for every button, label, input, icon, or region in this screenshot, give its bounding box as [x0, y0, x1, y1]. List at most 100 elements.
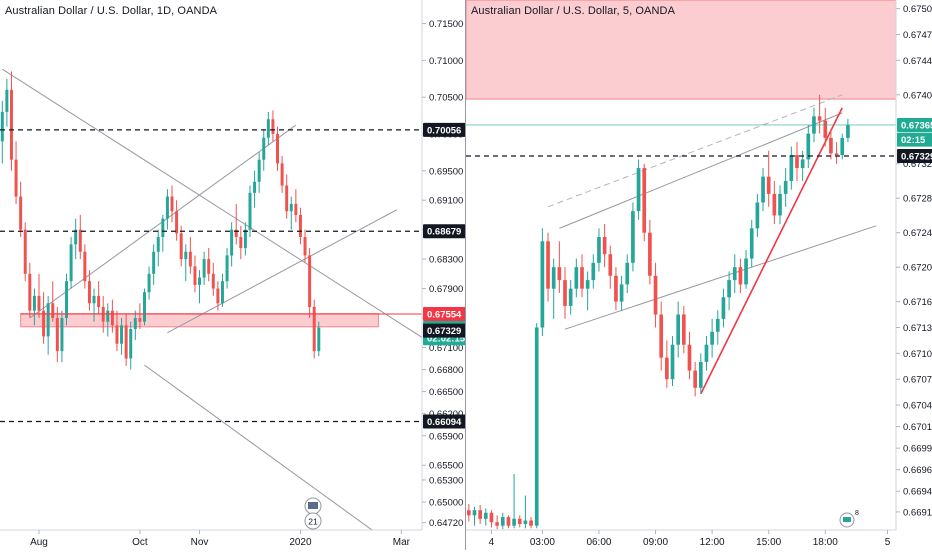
economic-events-badge[interactable]: 21: [304, 497, 322, 530]
candle[interactable]: [312, 299, 316, 359]
candle[interactable]: [840, 133, 845, 160]
candle[interactable]: [308, 248, 312, 318]
event-marker-badge[interactable]: 8: [839, 510, 859, 528]
candle[interactable]: [271, 110, 275, 142]
time-axis[interactable]: [0, 530, 466, 550]
candle[interactable]: [829, 129, 833, 160]
trend-line[interactable]: [167, 209, 398, 334]
candle[interactable]: [761, 168, 765, 212]
candle[interactable]: [698, 353, 703, 394]
price-label[interactable]: 0.67365: [897, 117, 932, 132]
candle[interactable]: [489, 510, 494, 528]
candle[interactable]: [5, 78, 9, 127]
candle[interactable]: [608, 245, 613, 289]
chart-pane-daily[interactable]: 0.715000.710000.705000.700000.695000.691…: [0, 0, 467, 550]
price-label[interactable]: 0.67329: [423, 323, 467, 338]
candle[interactable]: [184, 244, 188, 282]
candle[interactable]: [665, 340, 669, 388]
candle[interactable]: [46, 295, 50, 355]
candle[interactable]: [276, 126, 280, 171]
price-label[interactable]: 02:15: [897, 132, 932, 147]
candle[interactable]: [614, 267, 618, 311]
candle[interactable]: [580, 254, 584, 298]
price-label[interactable]: 0.70056: [423, 122, 467, 137]
trend-line[interactable]: [2, 68, 466, 391]
candle[interactable]: [9, 71, 13, 171]
candle[interactable]: [14, 141, 18, 204]
candle[interactable]: [500, 512, 505, 530]
candle[interactable]: [744, 249, 748, 289]
candle[interactable]: [585, 271, 590, 311]
candle[interactable]: [732, 254, 737, 294]
candle[interactable]: [28, 262, 32, 318]
candle[interactable]: [795, 142, 799, 181]
candle[interactable]: [294, 189, 298, 223]
candle[interactable]: [55, 306, 59, 363]
candle[interactable]: [772, 180, 777, 225]
candle[interactable]: [495, 515, 499, 530]
candle[interactable]: [317, 321, 321, 357]
candle[interactable]: [147, 266, 151, 300]
candle[interactable]: [478, 505, 482, 524]
trend-line[interactable]: [144, 364, 419, 550]
candle[interactable]: [220, 273, 224, 307]
candle[interactable]: [783, 168, 788, 207]
candle[interactable]: [551, 258, 556, 319]
candle[interactable]: [129, 321, 133, 370]
candle[interactable]: [800, 150, 805, 181]
candle[interactable]: [133, 310, 137, 341]
candle[interactable]: [540, 228, 545, 337]
candle[interactable]: [834, 142, 839, 164]
candle[interactable]: [653, 262, 658, 328]
candle[interactable]: [110, 299, 114, 333]
candle[interactable]: [631, 202, 635, 272]
candle[interactable]: [74, 218, 78, 260]
candle[interactable]: [625, 254, 630, 294]
candle[interactable]: [207, 248, 211, 282]
candle[interactable]: [563, 267, 567, 319]
candle[interactable]: [648, 219, 652, 285]
candle[interactable]: [266, 111, 270, 146]
candle[interactable]: [243, 222, 247, 256]
candle[interactable]: [846, 118, 850, 143]
candle[interactable]: [568, 280, 573, 315]
candle[interactable]: [257, 152, 261, 193]
candle[interactable]: [19, 181, 23, 238]
candle[interactable]: [156, 229, 160, 267]
candle[interactable]: [534, 323, 539, 529]
candle[interactable]: [65, 273, 69, 326]
price-label[interactable]: 0.66094: [423, 414, 467, 429]
candle[interactable]: [636, 159, 641, 220]
price-axis[interactable]: [422, 0, 466, 550]
trend-line[interactable]: [559, 112, 843, 229]
candle[interactable]: [303, 229, 307, 263]
supply-zone-rect[interactable]: [465, 0, 897, 100]
candle[interactable]: [175, 200, 179, 241]
candle[interactable]: [234, 203, 238, 245]
candle[interactable]: [161, 214, 165, 252]
candle[interactable]: [87, 270, 91, 311]
candle[interactable]: [289, 196, 293, 230]
candle[interactable]: [659, 301, 664, 371]
candle[interactable]: [152, 244, 156, 285]
candle[interactable]: [97, 281, 101, 315]
trend-line[interactable]: [700, 107, 843, 395]
candle[interactable]: [198, 270, 202, 304]
candle[interactable]: [262, 130, 266, 171]
candle[interactable]: [557, 241, 562, 294]
candle[interactable]: [727, 271, 731, 311]
candle[interactable]: [755, 193, 760, 237]
candle[interactable]: [517, 515, 522, 528]
daily-chart-svg[interactable]: 0.715000.710000.705000.700000.695000.691…: [0, 0, 467, 550]
candle[interactable]: [216, 281, 220, 311]
candle[interactable]: [676, 301, 681, 358]
candle[interactable]: [115, 310, 119, 352]
candle[interactable]: [687, 331, 692, 380]
candle[interactable]: [37, 273, 41, 318]
candle[interactable]: [602, 224, 607, 268]
candle[interactable]: [83, 244, 87, 289]
candle[interactable]: [60, 310, 64, 363]
candle[interactable]: [92, 288, 96, 322]
